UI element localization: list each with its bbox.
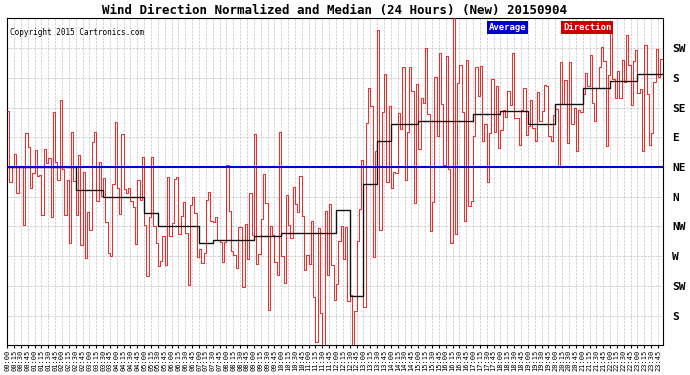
- Title: Wind Direction Normalized and Median (24 Hours) (New) 20150904: Wind Direction Normalized and Median (24…: [102, 4, 567, 17]
- Text: Copyright 2015 Cartronics.com: Copyright 2015 Cartronics.com: [10, 28, 145, 37]
- Text: Direction: Direction: [563, 23, 611, 32]
- Text: Average: Average: [489, 23, 526, 32]
